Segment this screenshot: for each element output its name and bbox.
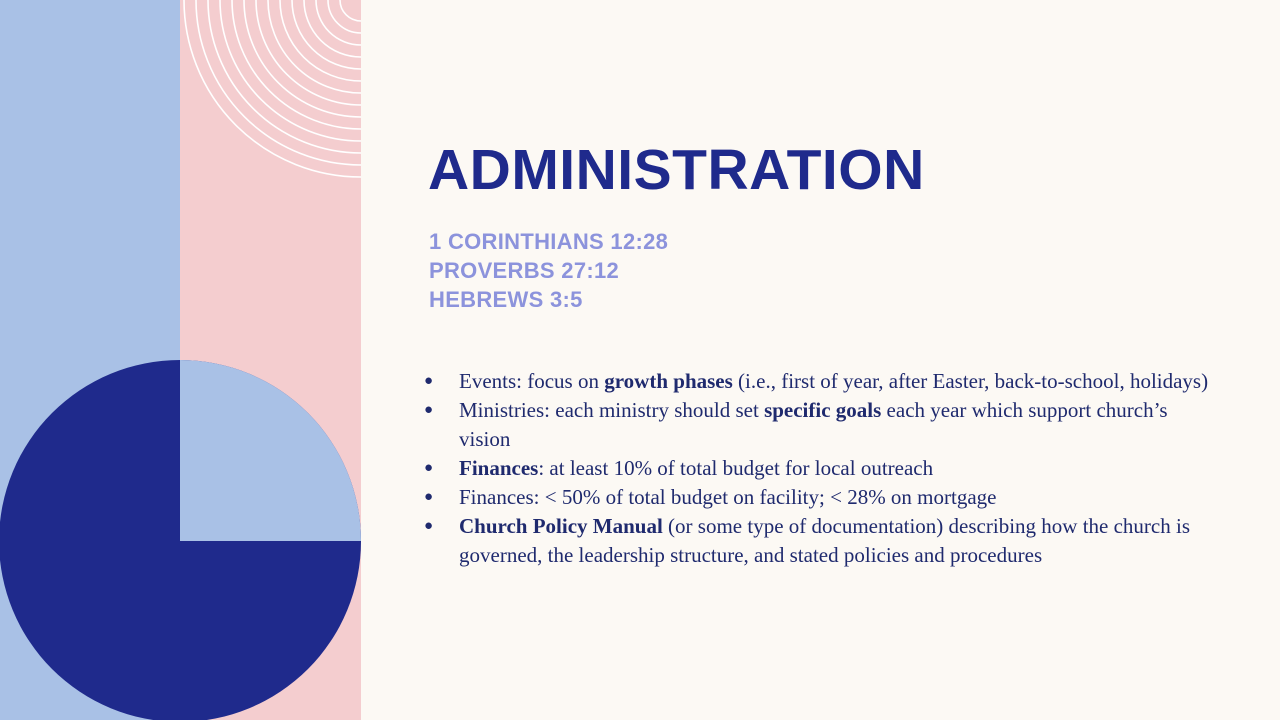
- bullet-list: ● Events: focus on growth phases (i.e., f…: [424, 367, 1224, 570]
- bullet-item-ministries: ● Ministries: each ministry should set sp…: [424, 396, 1224, 454]
- bullet-item-finances-outreach: ● Finances: at least 10% of total budget …: [424, 454, 1224, 483]
- circle-quadrant: [180, 360, 361, 541]
- bullet-text: (or some type of documentation) describi…: [459, 514, 1190, 567]
- bullet-text: each year which support church’s vision: [459, 398, 1168, 451]
- bullet-item-events: ● Events: focus on growth phases (i.e., f…: [424, 367, 1224, 396]
- bullet-text: Finances: < 50% of total budget on facil…: [459, 485, 997, 509]
- bullet-emphasis: Church Policy Manual: [459, 514, 663, 538]
- bullet-item-policy-manual: ● Church Policy Manual (or some type of d…: [424, 512, 1224, 570]
- bullet-emphasis: specific goals: [764, 398, 882, 422]
- bullet-text: : at least 10% of total budget for local…: [538, 456, 934, 480]
- bullet-text: Ministries: each ministry should set: [459, 398, 765, 422]
- reference-item: HEBREWS 3:5: [429, 287, 583, 312]
- bullet-emphasis: Finances: [459, 456, 539, 480]
- bullet-text: (i.e., first of year, after Easter, back…: [732, 369, 1209, 393]
- bullet-dot-icon: ●: [424, 373, 434, 389]
- concentric-arcs: [183, 0, 361, 178]
- decorative-graphic: [0, 0, 361, 720]
- scripture-references: 1 CORINTHIANS 12:28 PROVERBS 27:12 HEBRE…: [429, 227, 668, 314]
- bullet-dot-icon: ●: [424, 518, 434, 534]
- bullet-item-finances-facility: ● Finances: < 50% of total budget on faci…: [424, 483, 1224, 512]
- bullet-dot-icon: ●: [424, 402, 434, 418]
- bullet-text: Events: focus on: [459, 369, 605, 393]
- slide-title: ADMINISTRATION: [428, 138, 925, 202]
- reference-item: 1 CORINTHIANS 12:28: [429, 229, 669, 254]
- bullet-dot-icon: ●: [424, 489, 434, 505]
- bullet-emphasis: growth phases: [604, 369, 733, 393]
- bullet-dot-icon: ●: [424, 460, 434, 476]
- reference-item: PROVERBS 27:12: [429, 258, 620, 283]
